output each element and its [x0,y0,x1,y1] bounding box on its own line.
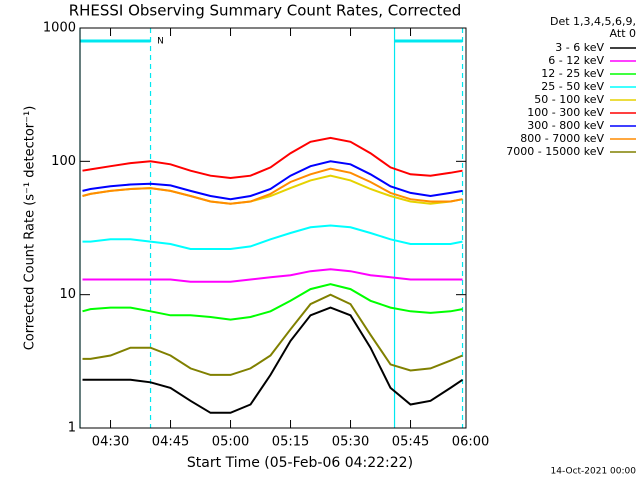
legend-label: 6 - 12 keV [548,54,604,67]
legend-label: 800 - 7000 keV [520,132,604,145]
y-tick-label: 100 [51,154,76,169]
y-tick-label: 10 [59,287,76,302]
x-axis-label: Start Time (05-Feb-06 04:22:22) [187,455,413,471]
legend-label: 12 - 25 keV [541,67,604,80]
series-line [82,283,463,321]
legend-label: 7000 - 15000 keV [506,145,604,158]
night-label: N [157,37,164,47]
x-tick-label: 05:30 [332,435,369,450]
chart-title: RHESSI Observing Summary Count Rates, Co… [69,2,462,20]
y-tick-label: 1000 [43,21,76,36]
y-tick-label: 1 [68,421,76,436]
legend-label: 100 - 300 keV [527,106,604,119]
series-line [82,293,463,376]
legend-label: 50 - 100 keV [534,93,604,106]
series-line [82,268,463,283]
plot-frame [79,27,467,429]
series-line [82,306,464,414]
series-line [82,224,463,250]
legend-label: 25 - 50 keV [541,80,604,93]
x-tick-label: 04:45 [152,435,189,450]
x-tick-label: 05:45 [392,435,429,450]
x-tick-label: 05:15 [272,435,309,450]
footer-date: 14-Oct-2021 00:00 [551,467,637,477]
x-tick-label: 06:00 [452,435,489,450]
legend-label: 300 - 800 keV [527,119,604,132]
series-line [82,167,463,205]
x-tick-label: 05:00 [212,435,249,450]
series-line [82,136,463,180]
series-line [82,160,463,201]
legend-label: 3 - 6 keV [555,41,604,54]
x-tick-label: 04:30 [92,435,129,450]
legend-title: Det 1,3,4,5,6,9, [550,15,636,28]
legend-title: Att 0 [610,27,636,40]
series-line [82,174,463,205]
y-axis-label: Corrected Count Rate (s⁻¹ detector⁻¹) [23,106,38,351]
